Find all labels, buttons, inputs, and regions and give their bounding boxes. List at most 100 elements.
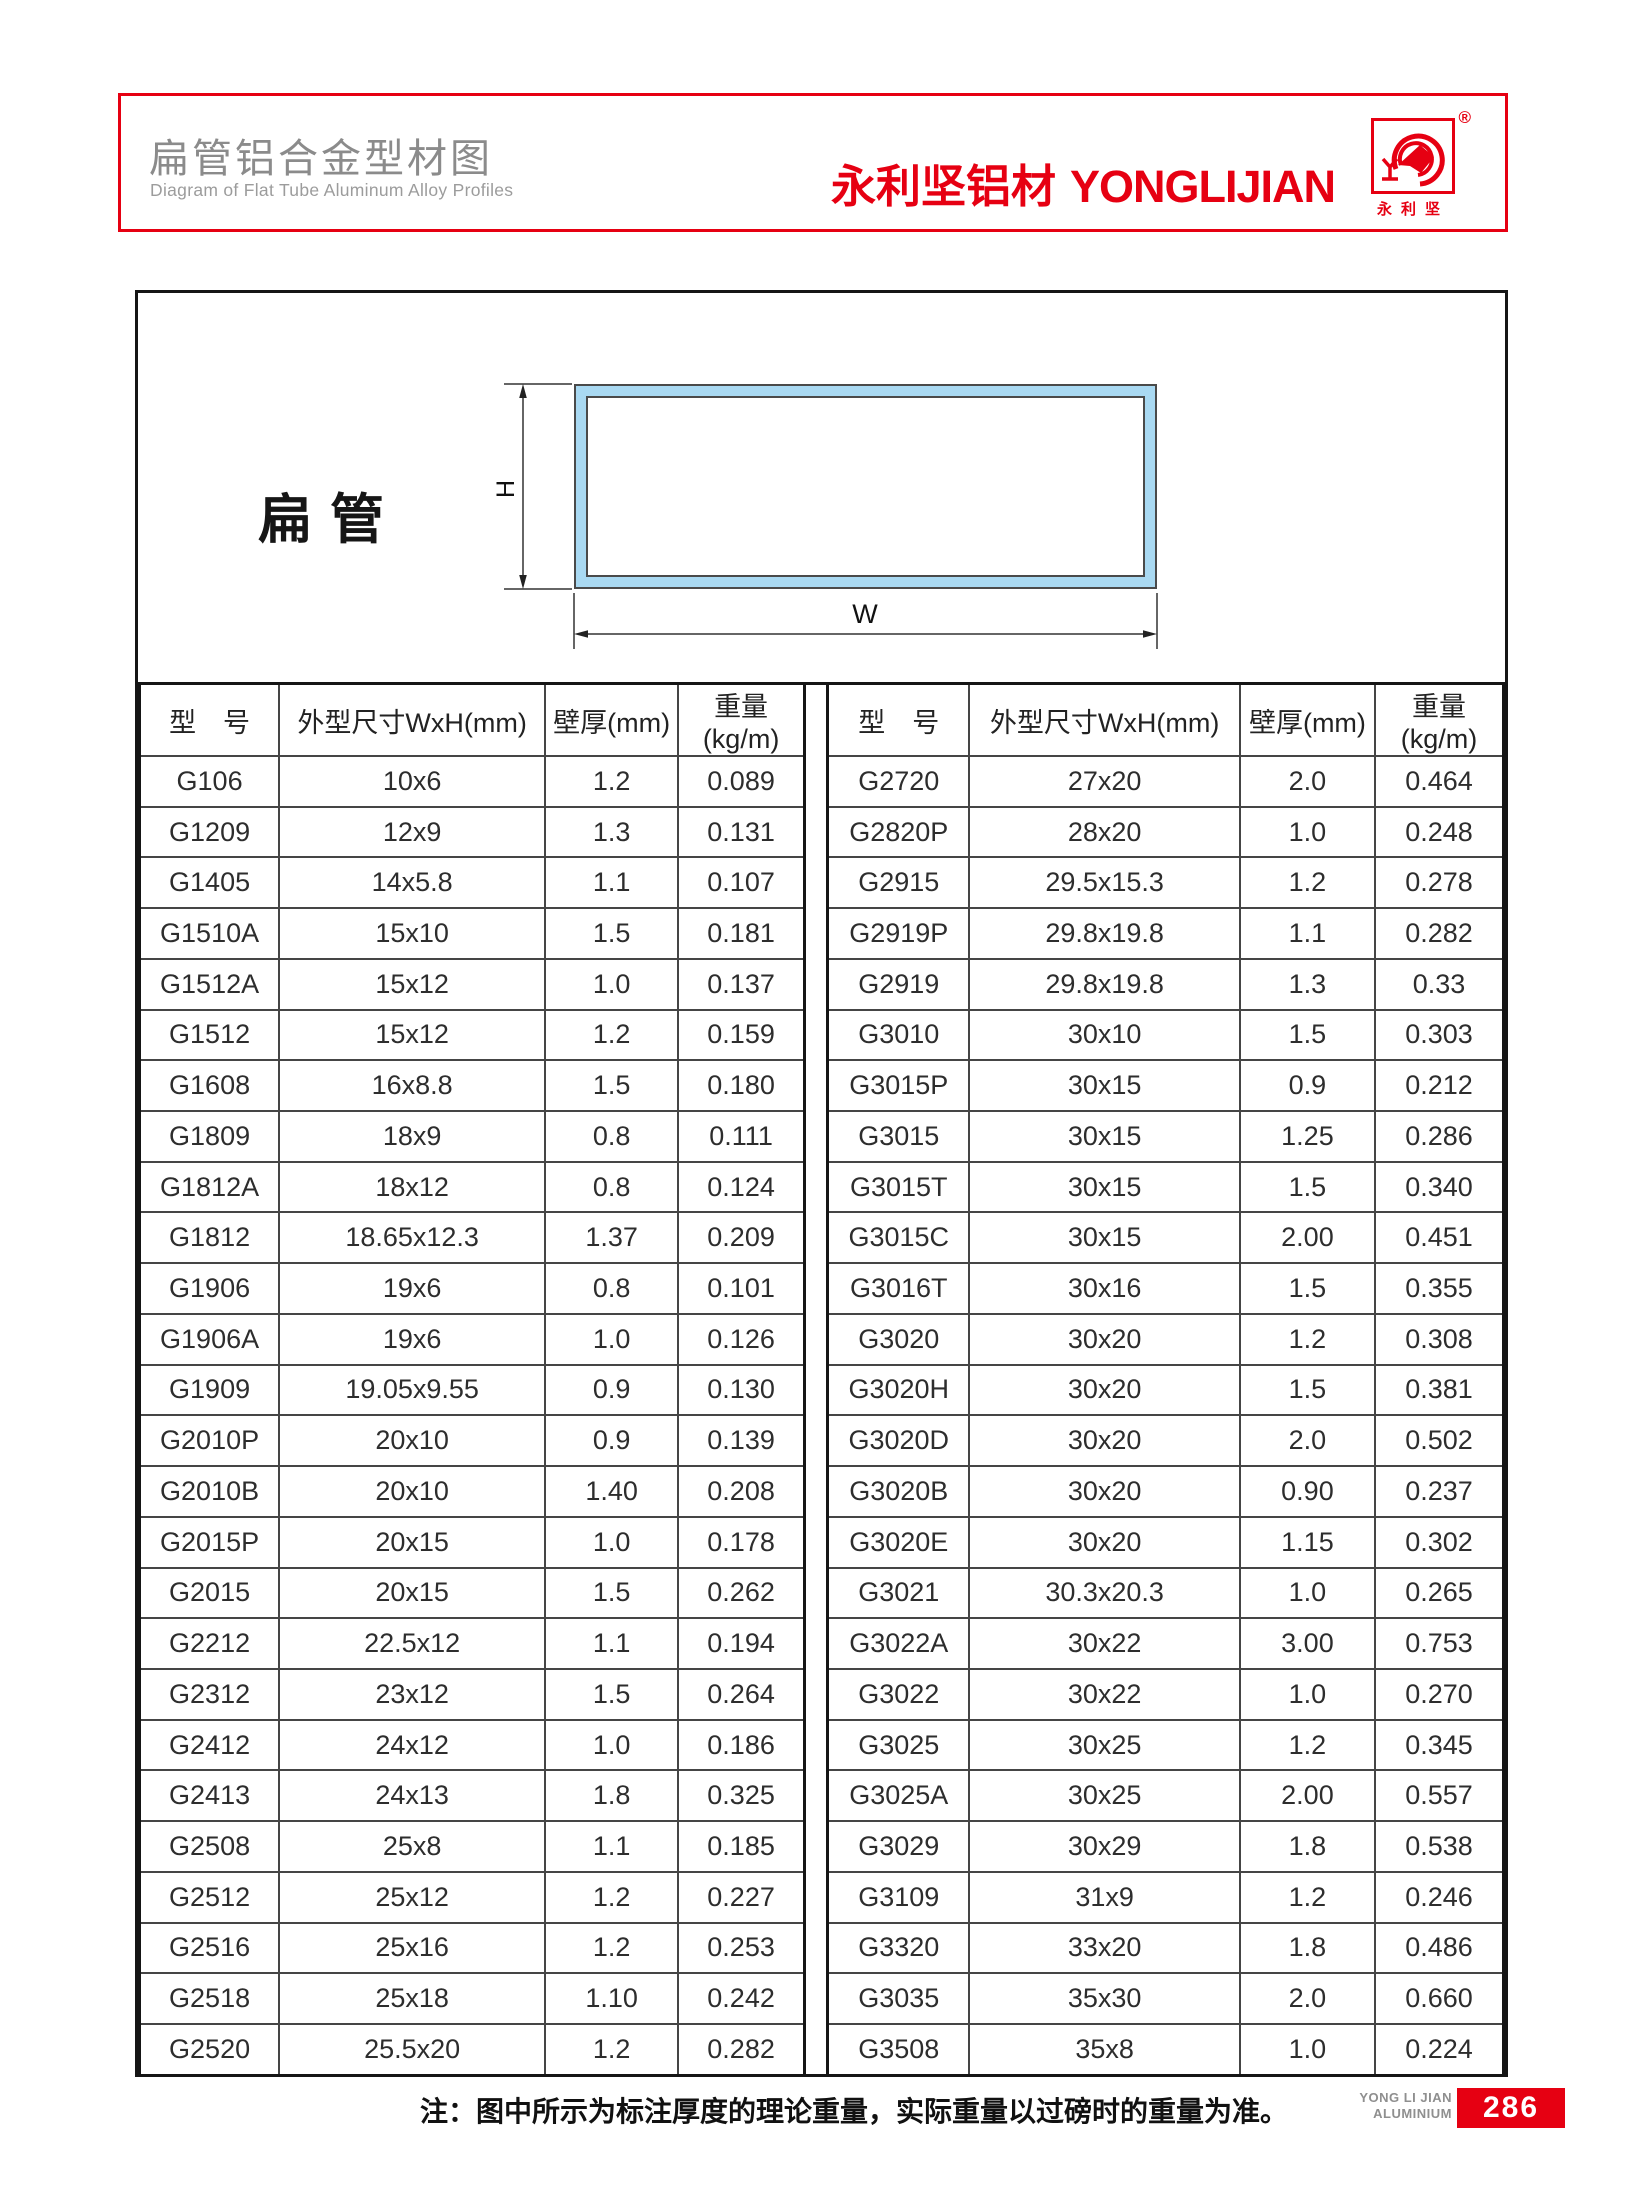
table-cell: G2915 bbox=[826, 856, 971, 910]
table-cell: 1.0 bbox=[544, 957, 680, 1011]
table-cell: 1.2 bbox=[1238, 1718, 1377, 1772]
table-cell: 20x10 bbox=[278, 1465, 547, 1518]
table-cell: 0.286 bbox=[1374, 1110, 1505, 1163]
table-cell: 30x29 bbox=[968, 1820, 1241, 1873]
table-cell: 0.180 bbox=[677, 1059, 806, 1113]
table-cell: G3015P bbox=[826, 1059, 971, 1113]
table-cell: 16x8.8 bbox=[278, 1059, 547, 1113]
table-cell: 0.089 bbox=[677, 755, 806, 808]
table-cell: 1.3 bbox=[544, 805, 680, 859]
table-cell: G2508 bbox=[138, 1820, 281, 1873]
table-cell: 0.8 bbox=[544, 1160, 680, 1214]
table-cell: 24x12 bbox=[278, 1718, 547, 1772]
table-cell: 1.5 bbox=[544, 1566, 680, 1620]
table-cell: 35x8 bbox=[968, 2022, 1241, 2077]
column-header: 外型尺寸WxH(mm) bbox=[278, 682, 547, 757]
brand-text: 永利坚铝材 YONGLIJIAN bbox=[831, 150, 1336, 215]
table-cell: 30x15 bbox=[968, 1211, 1241, 1265]
table-cell: 25.5x20 bbox=[278, 2022, 547, 2077]
table-cell: G1906 bbox=[138, 1262, 281, 1315]
table-cell: G3022A bbox=[826, 1617, 971, 1670]
table-cell: 1.5 bbox=[544, 1667, 680, 1721]
table-cell: 0.126 bbox=[677, 1312, 806, 1366]
table-cell: 15x10 bbox=[278, 907, 547, 960]
table: 型 号外型尺寸WxH(mm) 壁厚(mm) 重量(kg/m) G2720 27x20 2… bbox=[826, 682, 1505, 2077]
table-cell: 1.2 bbox=[544, 1008, 680, 1062]
table-cell: 0.502 bbox=[1374, 1414, 1505, 1468]
table-cell: G1812A bbox=[138, 1160, 281, 1214]
table-cell: G2516 bbox=[138, 1921, 281, 1975]
table-row: G3020E 30x20 1.15 0.302 bbox=[826, 1515, 1505, 1569]
table-cell: G2512 bbox=[138, 1870, 281, 1924]
table-cell: G3025 bbox=[826, 1718, 971, 1772]
table-cell: 1.3 bbox=[1238, 957, 1377, 1011]
table-cell: 15x12 bbox=[278, 1008, 547, 1062]
table-cell: G2413 bbox=[138, 1769, 281, 1823]
table-cell: 2.0 bbox=[1238, 1972, 1377, 2025]
table-row: G2820P 28x20 1.0 0.248 bbox=[826, 805, 1505, 859]
table-cell: 30x25 bbox=[968, 1718, 1241, 1772]
table-cell: 1.10 bbox=[544, 1972, 680, 2025]
table-cell: G1512 bbox=[138, 1008, 281, 1062]
table-cell: 19x6 bbox=[278, 1312, 547, 1366]
table-cell: G2212 bbox=[138, 1617, 281, 1670]
table-row: G2919P 29.8x19.8 1.1 0.282 bbox=[826, 907, 1505, 960]
table-cell: 25x18 bbox=[278, 1972, 547, 2025]
table-cell: G1608 bbox=[138, 1059, 281, 1113]
table-row: G3020 30x20 1.2 0.308 bbox=[826, 1312, 1505, 1366]
table-cell: 30x22 bbox=[968, 1617, 1241, 1670]
table-cell: 10x6 bbox=[278, 755, 547, 808]
table-cell: 0.355 bbox=[1374, 1262, 1505, 1315]
table-cell: G3015C bbox=[826, 1211, 971, 1265]
table-row: G2508 25x8 1.1 0.185 bbox=[138, 1820, 806, 1873]
table-cell: G3035 bbox=[826, 1972, 971, 2025]
table-cell: 30x25 bbox=[968, 1769, 1241, 1823]
table-cell: G3020 bbox=[826, 1312, 971, 1366]
table-cell: 0.139 bbox=[677, 1414, 806, 1468]
table-cell: G2412 bbox=[138, 1718, 281, 1772]
arrow-right-icon bbox=[1143, 630, 1157, 638]
table-cell: 33x20 bbox=[968, 1921, 1241, 1975]
table-cell: 22.5x12 bbox=[278, 1617, 547, 1670]
table-cell: G3015T bbox=[826, 1160, 971, 1214]
table-row: G2412 24x12 1.0 0.186 bbox=[138, 1718, 806, 1772]
table-row: G106 10x6 1.2 0.089 bbox=[138, 755, 806, 808]
table-row: G1909 19.05x9.55 0.9 0.130 bbox=[138, 1363, 806, 1417]
profile-diagram: 扁管 H W bbox=[138, 293, 1505, 685]
table-cell: 29.5x15.3 bbox=[968, 856, 1241, 910]
table-cell: 0.9 bbox=[1238, 1059, 1377, 1113]
table-row: G1405 14x5.8 1.1 0.107 bbox=[138, 856, 806, 910]
table-cell: G2015 bbox=[138, 1566, 281, 1620]
table-cell: 0.278 bbox=[1374, 856, 1505, 910]
arrow-down-icon bbox=[519, 575, 527, 589]
table-row: G2212 22.5x12 1.1 0.194 bbox=[138, 1617, 806, 1670]
table-cell: 0.282 bbox=[1374, 907, 1505, 960]
table-cell: 0.131 bbox=[677, 805, 806, 859]
table-cell: G3320 bbox=[826, 1921, 971, 1975]
content-box: 扁管 H W bbox=[135, 290, 1508, 2077]
table-row: G2516 25x16 1.2 0.253 bbox=[138, 1921, 806, 1975]
table-cell: 0.8 bbox=[544, 1110, 680, 1163]
table-cell: 25x16 bbox=[278, 1921, 547, 1975]
table-cell: 0.224 bbox=[1374, 2022, 1505, 2077]
table-cell: G3020B bbox=[826, 1465, 971, 1518]
table-cell: G2010B bbox=[138, 1465, 281, 1518]
table-cell: 19x6 bbox=[278, 1262, 547, 1315]
column-header: 壁厚(mm) bbox=[1238, 682, 1377, 757]
table-row: G2312 23x12 1.5 0.264 bbox=[138, 1667, 806, 1721]
table-row: G2720 27x20 2.0 0.464 bbox=[826, 755, 1505, 808]
table-row: G3015C 30x15 2.00 0.451 bbox=[826, 1211, 1505, 1265]
table-cell: 14x5.8 bbox=[278, 856, 547, 910]
table-cell: 18x12 bbox=[278, 1160, 547, 1214]
table-row: G2520 25.5x20 1.2 0.282 bbox=[138, 2022, 806, 2077]
table-cell: G2820P bbox=[826, 805, 971, 859]
table-cell: 0.246 bbox=[1374, 1870, 1505, 1924]
table-row: G3029 30x29 1.8 0.538 bbox=[826, 1820, 1505, 1873]
table-cell: 2.0 bbox=[1238, 1414, 1377, 1468]
table-cell: 0.227 bbox=[677, 1870, 806, 1924]
table-row: G3025 30x25 1.2 0.345 bbox=[826, 1718, 1505, 1772]
table-cell: 1.5 bbox=[1238, 1363, 1377, 1417]
logo-caption: 永利坚 bbox=[1376, 201, 1449, 218]
table-cell: 0.265 bbox=[1374, 1566, 1505, 1620]
table-cell: 0.186 bbox=[677, 1718, 806, 1772]
